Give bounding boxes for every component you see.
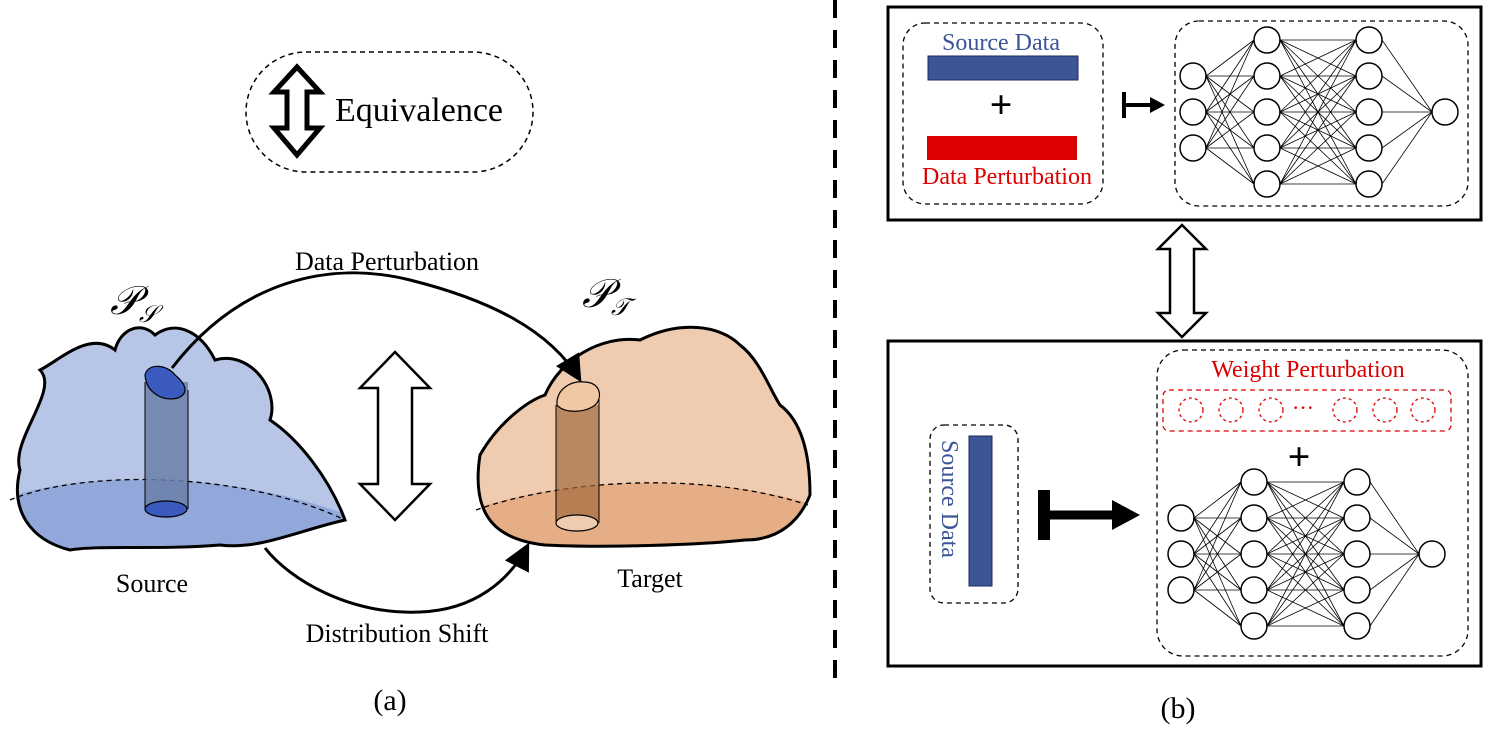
- weight-perturbation-label: Weight Perturbation: [1211, 357, 1404, 383]
- network-node: [1254, 99, 1280, 125]
- top-data-perturbation-label: Data Perturbation: [922, 164, 1092, 190]
- bottom-source-data-bar: [969, 436, 992, 586]
- source-dist-symbol: 𝒫𝒮: [110, 278, 164, 328]
- target-cylinder: [556, 405, 599, 523]
- source-distribution: [0, 328, 360, 600]
- source-label: Source: [116, 569, 188, 598]
- network-node: [1432, 99, 1458, 125]
- caption-a: (a): [373, 684, 406, 717]
- data-perturbation-bar: [927, 136, 1077, 160]
- network-node: [1344, 577, 1370, 603]
- distribution-shift-label: Distribution Shift: [306, 619, 490, 648]
- network-node: [1356, 63, 1382, 89]
- target-dist-symbol: 𝒫𝒯: [582, 271, 637, 321]
- network-node: [1168, 505, 1194, 531]
- network-node: [1344, 613, 1370, 639]
- box-equivalence-arrow-icon: [1158, 225, 1206, 337]
- network-node: [1241, 469, 1267, 495]
- network-node: [1241, 505, 1267, 531]
- target-label: Target: [617, 564, 683, 593]
- network-node: [1241, 541, 1267, 567]
- bottom-source-data-label: Source Data: [936, 440, 962, 558]
- panel-b: Source Data + Data Perturbation Source D…: [888, 7, 1481, 725]
- network-node: [1254, 63, 1280, 89]
- target-distribution: [470, 327, 815, 600]
- top-source-data-bar: [928, 56, 1078, 80]
- network-node: [1254, 135, 1280, 161]
- double-arrow-icon: [274, 67, 320, 155]
- network-node: [1344, 469, 1370, 495]
- equivalence-legend: Equivalence: [246, 52, 533, 172]
- top-plus: +: [990, 82, 1013, 127]
- network-node: [1344, 505, 1370, 531]
- network-node: [1168, 577, 1194, 603]
- legend-label: Equivalence: [335, 92, 503, 129]
- network-node: [1168, 541, 1194, 567]
- equivalence-arrow-icon: [360, 352, 430, 520]
- source-cylinder-bottom: [145, 501, 187, 517]
- network-node: [1419, 541, 1445, 567]
- network-node: [1180, 135, 1206, 161]
- target-cylinder-bottom: [556, 515, 598, 531]
- bottom-plus: +: [1288, 434, 1311, 479]
- top-source-data-label: Source Data: [942, 30, 1060, 56]
- caption-b: (b): [1161, 692, 1196, 725]
- distribution-shift-arrow: [265, 545, 528, 612]
- panel-a: Data Perturbation Distribution Shift 𝒫𝒮 …: [0, 247, 815, 717]
- network-node: [1180, 99, 1206, 125]
- network-node: [1344, 541, 1370, 567]
- network-node: [1241, 613, 1267, 639]
- network-node: [1356, 171, 1382, 197]
- network-node: [1241, 577, 1267, 603]
- network-node: [1356, 135, 1382, 161]
- network-node: [1180, 63, 1206, 89]
- network-node: [1254, 27, 1280, 53]
- network-node: [1356, 99, 1382, 125]
- weight-ellipsis: ···: [1292, 395, 1314, 420]
- network-node: [1356, 27, 1382, 53]
- network-node: [1254, 171, 1280, 197]
- data-perturbation-label: Data Perturbation: [295, 247, 479, 276]
- source-cylinder: [145, 382, 188, 509]
